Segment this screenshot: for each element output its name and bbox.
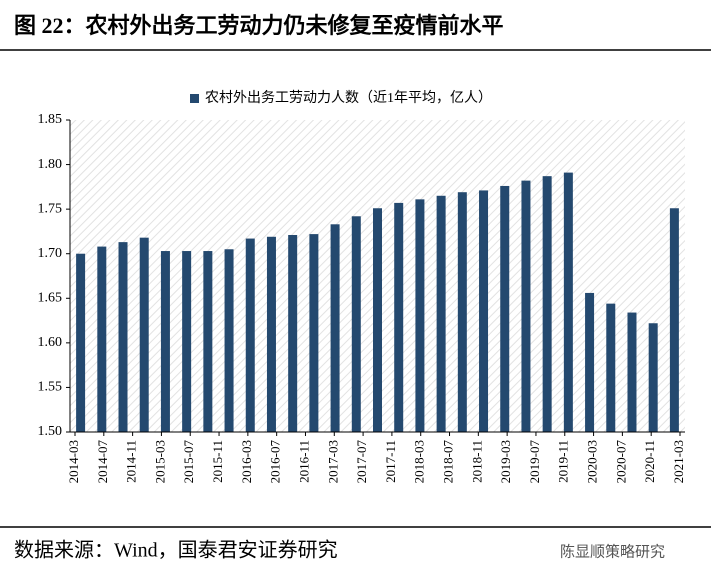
bar [97,246,107,432]
legend-swatch [190,94,199,103]
x-tick-label: 2015-07 [181,440,196,484]
bar [669,208,679,432]
x-tick-label: 2020-03 [585,440,600,483]
x-tick-label: 2018-11 [469,440,484,483]
x-tick-label: 2015-03 [152,440,167,483]
x-tick-label: 2014-11 [124,440,139,483]
legend-label: 农村外出务工劳动力人数（近1年平均，亿人） [205,90,492,106]
bar [479,190,489,432]
chart-title: 图 22：农村外出务工劳动力仍未修复至疫情前水平 [14,13,504,38]
bar [394,202,404,432]
y-tick-label: 1.60 [38,335,63,350]
y-tick-label: 1.50 [38,424,63,439]
x-tick-label: 2020-11 [642,440,657,483]
bar [457,192,467,432]
bar [203,251,213,432]
y-tick-label: 1.55 [38,380,63,395]
bar [563,172,573,432]
x-tick-label: 2019-07 [527,440,542,484]
x-tick-label: 2016-03 [239,440,254,483]
bar [627,312,637,432]
bar [76,253,86,432]
x-tick-label: 2016-07 [268,440,283,484]
watermark: 陈显顺策略研究 [560,543,665,561]
bar [373,208,382,432]
bar [648,323,658,432]
bar [309,234,319,432]
x-tick-label: 2014-03 [66,440,81,483]
bar [118,242,128,432]
y-tick-label: 1.65 [38,291,63,306]
bar [182,251,192,432]
x-tick-label: 2018-03 [412,440,427,483]
y-tick-label: 1.80 [38,157,63,172]
bar [585,292,595,432]
y-tick-label: 1.85 [38,112,63,127]
bar [436,195,446,432]
bar [330,224,340,432]
source: 数据来源：Wind，国泰君安证券研究 [14,539,338,562]
bar [139,237,149,432]
y-tick-label: 1.70 [38,246,63,261]
bar [288,234,298,432]
x-tick-label: 2017-07 [354,440,369,484]
x-tick-label: 2019-11 [556,440,571,483]
x-tick-label: 2014-07 [95,440,110,484]
x-tick-label: 2018-07 [441,440,456,484]
x-tick-label: 2017-11 [383,440,398,483]
bar [351,216,361,432]
bar [606,303,616,432]
bar [224,249,234,432]
bar [266,236,276,432]
y-tick-label: 1.75 [38,201,63,216]
x-tick-label: 2020-07 [613,440,628,484]
bar [245,238,255,432]
bar [415,199,425,432]
x-tick-label: 2021-03 [671,440,686,483]
bar [521,180,531,432]
bar [160,251,170,432]
bar [500,185,510,432]
x-tick-label: 2017-03 [325,440,340,483]
x-tick-label: 2015-11 [210,440,225,483]
x-tick-label: 2016-11 [296,440,311,483]
bar [542,176,552,432]
x-tick-label: 2019-03 [498,440,513,483]
